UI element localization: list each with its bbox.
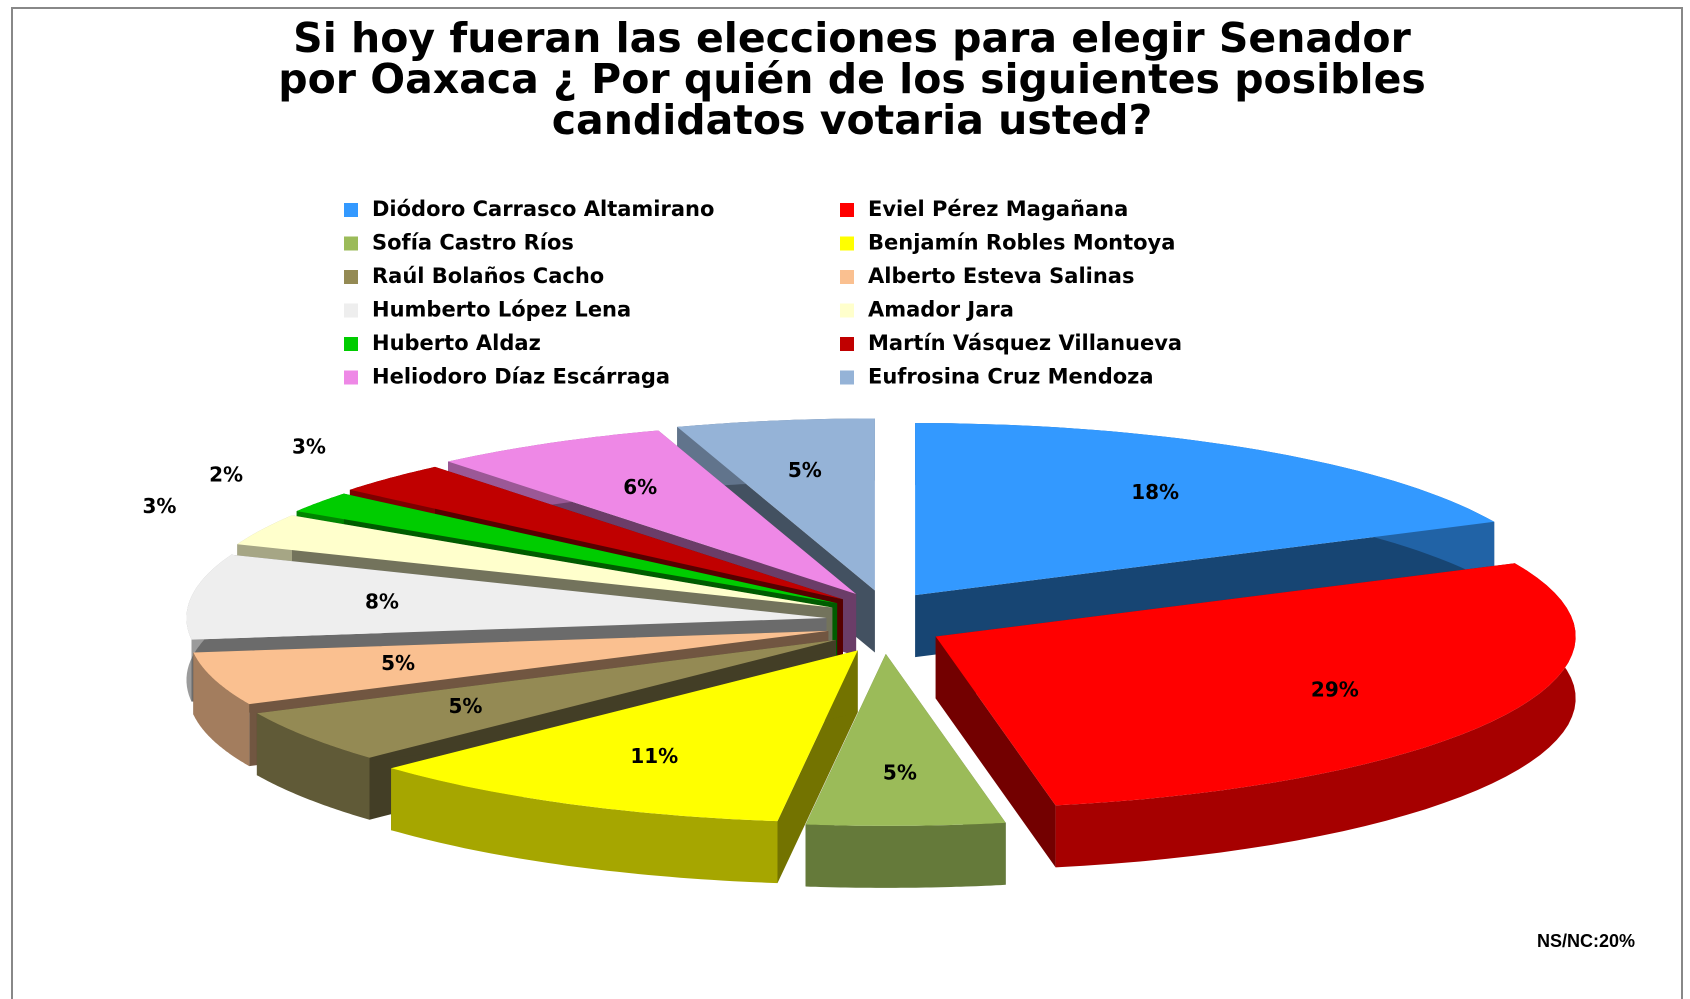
- legend-swatch: [344, 203, 358, 217]
- data-label: 11%: [630, 744, 678, 768]
- slice: [391, 650, 858, 822]
- data-label: 5%: [788, 458, 822, 482]
- annotation: NS/NC:20%: [1537, 931, 1635, 951]
- legend-label: Benjamín Robles Montoya: [868, 231, 1175, 255]
- data-label: 3%: [142, 494, 176, 518]
- legend-label: Martín Vásquez Villanueva: [868, 331, 1182, 355]
- slice: [805, 653, 1006, 826]
- data-label: 2%: [209, 462, 243, 486]
- slice: [256, 639, 836, 758]
- legend-swatch: [344, 236, 358, 251]
- chart-title: Si hoy fueran las elecciones para elegir…: [278, 14, 1426, 144]
- data-label: 5%: [381, 651, 415, 675]
- legend-swatch: [344, 270, 358, 284]
- legend-label: Alberto Esteva Salinas: [868, 264, 1134, 288]
- slice: [193, 630, 829, 705]
- legend-swatch: [840, 270, 854, 284]
- legend-swatch: [840, 203, 854, 217]
- slice: [349, 466, 843, 600]
- legend-swatch: [344, 370, 358, 385]
- legend-swatch: [840, 370, 854, 385]
- slice-wall: [1055, 563, 1576, 868]
- legend-label: Amador Jara: [868, 298, 1014, 322]
- data-label: 29%: [1311, 678, 1359, 702]
- slice: [186, 554, 827, 640]
- legend-label: Humberto López Lena: [372, 298, 631, 322]
- slice: [448, 430, 857, 594]
- slice-wall: [256, 713, 370, 820]
- slice: [677, 418, 875, 591]
- slice-wall: [805, 822, 1006, 888]
- data-label: 18%: [1131, 480, 1179, 504]
- slice: [391, 650, 858, 884]
- legend-label: Eviel Pérez Magañana: [868, 197, 1128, 221]
- data-label: 8%: [365, 589, 399, 613]
- slice: [296, 493, 838, 604]
- legend-swatch: [344, 337, 358, 351]
- legend-label: Huberto Aldaz: [372, 331, 541, 355]
- frame: [11, 7, 1683, 999]
- legend-swatch: [344, 303, 358, 318]
- legend-swatch: [840, 236, 854, 251]
- slice-wall: [391, 768, 778, 884]
- legend-label: Eufrosina Cruz Mendoza: [868, 365, 1154, 389]
- slice: [935, 563, 1576, 868]
- slice-side: [935, 636, 1056, 868]
- slice-wall: [193, 652, 250, 767]
- data-label: 6%: [623, 475, 657, 499]
- slice: [237, 515, 833, 608]
- data-label: 3%: [292, 434, 326, 458]
- data-label: 5%: [449, 694, 483, 718]
- slice: [805, 653, 1006, 888]
- legend-swatch: [840, 303, 854, 318]
- data-label: 5%: [883, 761, 917, 785]
- legend-label: Diódoro Carrasco Altamirano: [372, 197, 714, 221]
- slice: [915, 423, 1495, 596]
- legend-label: Raúl Bolaños Cacho: [372, 264, 604, 288]
- legend-label: Sofía Castro Ríos: [372, 231, 574, 255]
- legend-label: Heliodoro Díaz Escárraga: [372, 365, 670, 389]
- slice: [935, 563, 1576, 806]
- legend-swatch: [840, 337, 854, 351]
